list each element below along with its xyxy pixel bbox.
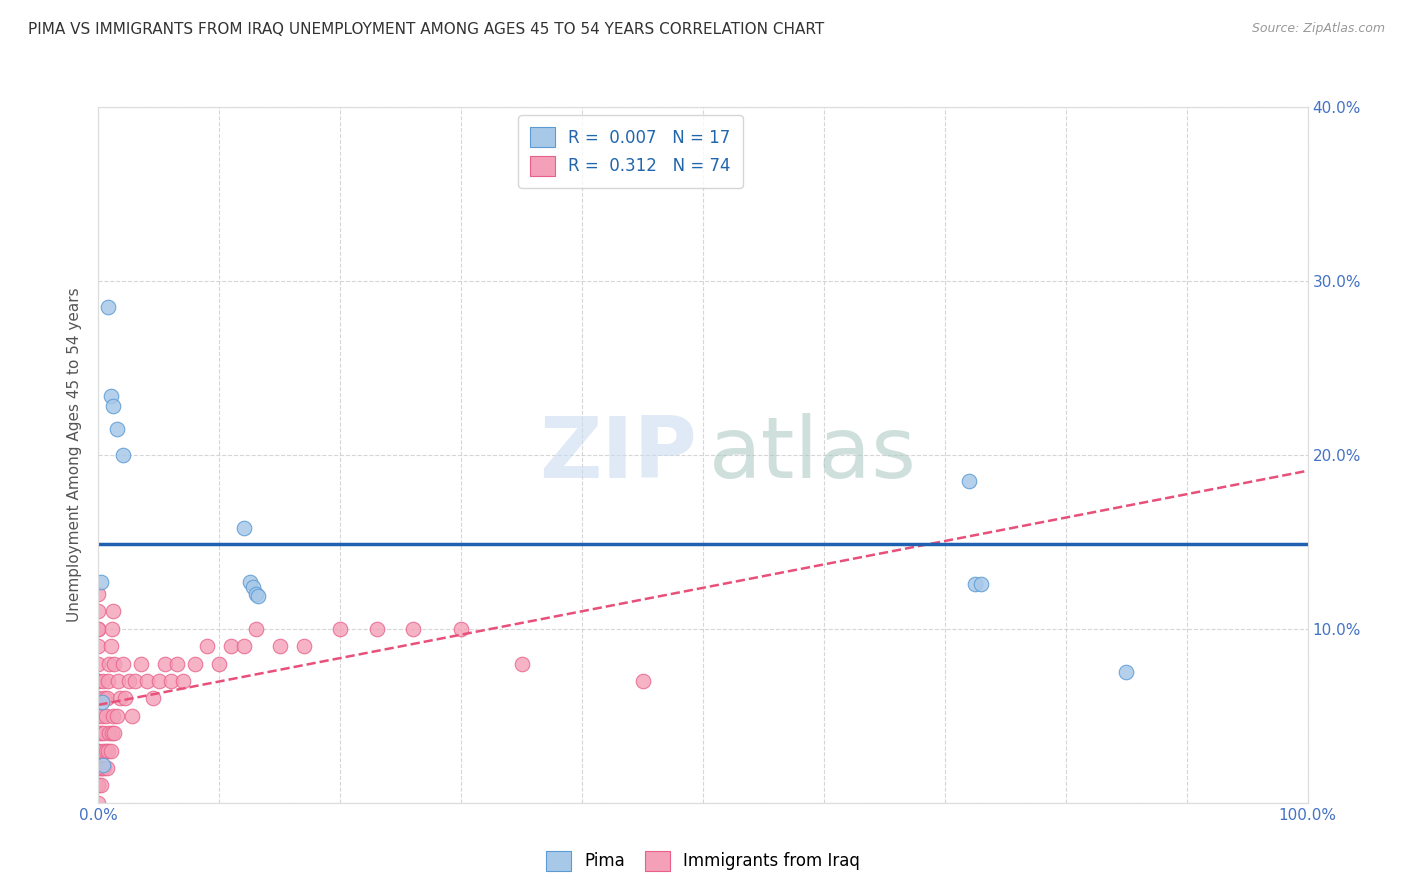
Point (87, 708, 110, 723)
Point (90, 778, 112, 792)
Point (105, 708, 128, 723)
Point (96, 761, 118, 775)
Point (965, 576, 987, 591)
Point (221, 639, 243, 653)
Point (245, 622, 267, 636)
Point (97, 674, 120, 689)
Point (245, 587, 267, 601)
Point (631, 674, 654, 689)
Legend: Pima, Immigrants from Iraq: Pima, Immigrants from Iraq (537, 842, 869, 880)
Point (118, 674, 141, 689)
Point (121, 708, 143, 723)
Point (87, 674, 110, 689)
Point (94, 744, 117, 758)
Point (105, 422, 128, 436)
Point (91, 674, 114, 689)
Point (87, 674, 110, 689)
Point (98, 726, 121, 740)
Point (91, 695, 114, 709)
Point (87, 744, 110, 758)
Point (87, 639, 110, 653)
Point (97, 300, 120, 314)
Point (329, 622, 352, 636)
Point (87, 761, 110, 775)
Point (87, 761, 110, 775)
Point (97, 744, 120, 758)
Text: PIMA VS IMMIGRANTS FROM IRAQ UNEMPLOYMENT AMONG AGES 45 TO 54 YEARS CORRELATION : PIMA VS IMMIGRANTS FROM IRAQ UNEMPLOYMEN… (28, 22, 824, 37)
Point (510, 657, 533, 671)
Point (87, 796, 110, 810)
Point (94, 708, 117, 723)
Point (93, 726, 115, 740)
Point (153, 657, 176, 671)
Point (142, 691, 165, 706)
Point (100, 726, 122, 740)
Point (91, 708, 114, 723)
Point (166, 657, 188, 671)
Point (87, 622, 110, 636)
Point (242, 580, 264, 594)
Point (114, 691, 136, 706)
Point (101, 605, 124, 619)
Point (108, 691, 131, 706)
Point (87, 587, 110, 601)
Point (1115, 665, 1137, 680)
Point (90, 574, 112, 589)
Point (111, 448, 134, 462)
Text: ZIP: ZIP (540, 413, 697, 497)
Point (100, 389, 122, 403)
Point (232, 521, 254, 535)
Point (87, 744, 110, 758)
Point (402, 622, 425, 636)
Point (269, 639, 291, 653)
Point (135, 674, 157, 689)
Point (100, 744, 122, 758)
Point (90, 726, 112, 740)
Point (957, 474, 980, 488)
Point (239, 574, 262, 589)
Point (172, 674, 194, 689)
Point (184, 657, 207, 671)
Point (103, 657, 125, 671)
Point (103, 726, 125, 740)
Point (87, 778, 110, 792)
Point (208, 657, 231, 671)
Text: atlas: atlas (709, 413, 917, 497)
Point (247, 589, 270, 603)
Y-axis label: Unemployment Among Ages 45 to 54 years: Unemployment Among Ages 45 to 54 years (67, 287, 83, 623)
Point (91, 744, 114, 758)
Point (87, 657, 110, 671)
Point (98, 657, 121, 671)
Point (93, 761, 115, 775)
Point (100, 639, 122, 653)
Point (87, 622, 110, 636)
Point (96, 691, 118, 706)
Point (87, 605, 110, 619)
Point (366, 622, 388, 636)
Point (111, 657, 134, 671)
Point (107, 674, 129, 689)
Point (129, 657, 152, 671)
Point (148, 674, 170, 689)
Point (91, 761, 114, 775)
Legend: R =  0.007   N = 17, R =  0.312   N = 74: R = 0.007 N = 17, R = 0.312 N = 74 (519, 115, 742, 187)
Text: Source: ZipAtlas.com: Source: ZipAtlas.com (1251, 22, 1385, 36)
Point (87, 778, 110, 792)
Point (87, 726, 110, 740)
Point (100, 622, 122, 636)
Point (292, 639, 315, 653)
Point (93, 691, 115, 706)
Point (101, 708, 124, 723)
Point (450, 622, 472, 636)
Point (160, 674, 183, 689)
Point (90, 761, 112, 775)
Point (87, 691, 110, 706)
Point (91, 757, 114, 772)
Point (232, 639, 254, 653)
Point (101, 399, 124, 413)
Point (195, 639, 218, 653)
Point (124, 674, 146, 689)
Point (970, 576, 993, 591)
